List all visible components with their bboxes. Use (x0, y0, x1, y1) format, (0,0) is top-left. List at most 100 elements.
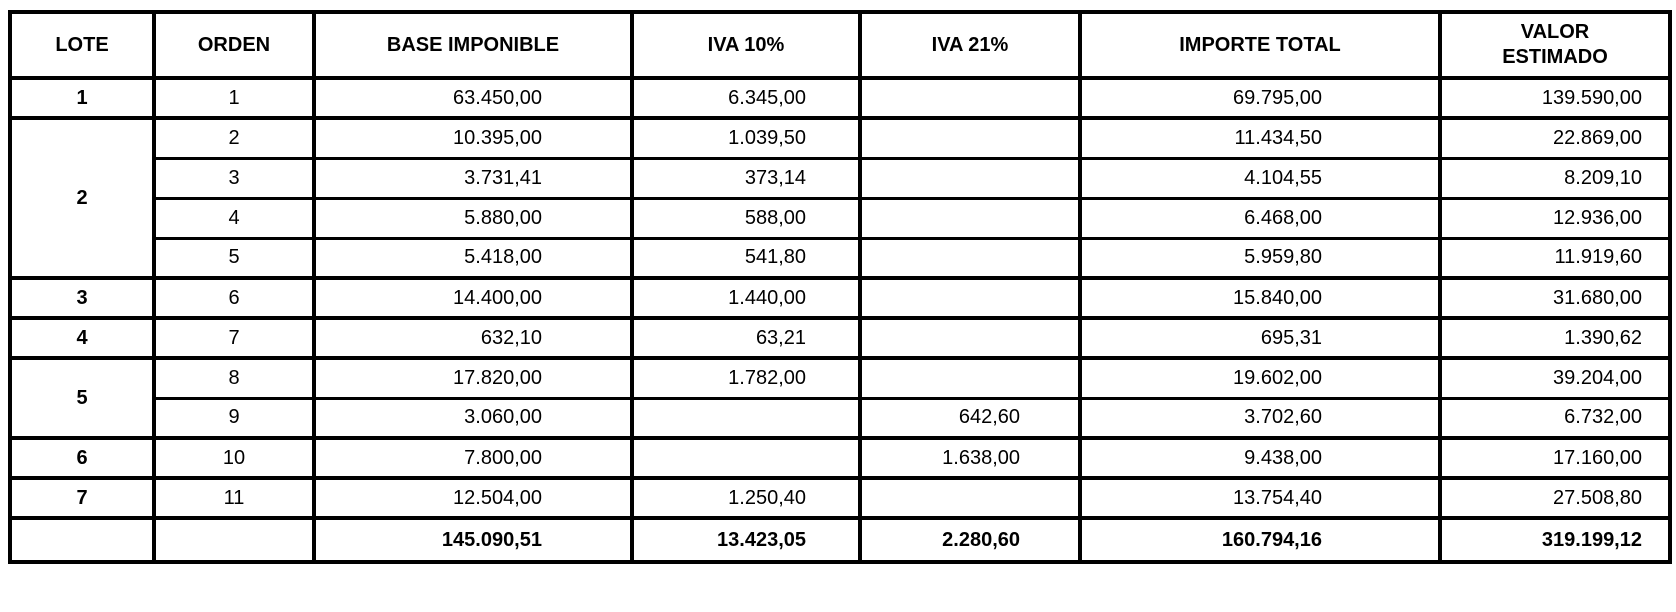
table-row: 7 11 12.504,00 1.250,40 13.754,40 27.508… (8, 476, 1672, 520)
cell-valor-estimado: 1.390,62 (1438, 316, 1672, 360)
cell-base-imponible: 63.450,00 (312, 76, 634, 120)
cell-iva-21 (858, 156, 1082, 200)
cell-valor-estimado: 22.869,00 (1438, 116, 1672, 160)
totals-cell-lote (8, 516, 156, 564)
cell-valor-estimado: 17.160,00 (1438, 436, 1672, 480)
cell-iva-10: 1.440,00 (630, 276, 862, 320)
header-row: LOTE ORDEN BASE IMPONIBLE IVA 10% IVA 21… (8, 10, 1672, 80)
cell-base-imponible: 14.400,00 (312, 276, 634, 320)
cell-iva-10: 1.250,40 (630, 476, 862, 520)
header-orden: ORDEN (152, 10, 316, 80)
cell-iva-21 (858, 356, 1082, 400)
cell-importe-total: 9.438,00 (1078, 436, 1442, 480)
header-valor-estimado: VALOR ESTIMADO (1438, 10, 1672, 80)
cell-iva-21 (858, 476, 1082, 520)
totals-cell-valor-estimado: 319.199,12 (1438, 516, 1672, 564)
cell-iva-10 (630, 436, 862, 480)
cell-iva-10: 541,80 (630, 236, 862, 280)
cell-base-imponible: 5.880,00 (312, 196, 634, 240)
cell-iva-10 (630, 396, 862, 440)
cell-lote: 4 (8, 316, 156, 360)
table-row: 4 7 632,10 63,21 695,31 1.390,62 (8, 316, 1672, 360)
table-body: 1 1 63.450,00 6.345,00 69.795,00 139.590… (8, 76, 1672, 564)
cell-lote: 5 (8, 356, 156, 440)
cell-orden: 9 (152, 396, 316, 440)
table-row: 5 5.418,00 541,80 5.959,80 11.919,60 (10, 236, 1672, 280)
cell-iva-10: 1.782,00 (630, 356, 862, 400)
cell-iva-10: 1.039,50 (630, 116, 862, 160)
cell-iva-21: 1.638,00 (858, 436, 1082, 480)
cell-valor-estimado: 8.209,10 (1438, 156, 1672, 200)
totals-cell-iva-21: 2.280,60 (858, 516, 1082, 564)
table-row: 2 2 10.395,00 1.039,50 11.434,50 22.869,… (8, 116, 1672, 280)
cell-valor-estimado: 27.508,80 (1438, 476, 1672, 520)
cell-importe-total: 11.434,50 (1078, 116, 1442, 160)
cell-importe-total: 15.840,00 (1078, 276, 1442, 320)
cell-valor-estimado: 11.919,60 (1438, 236, 1672, 280)
cell-base-imponible: 3.731,41 (312, 156, 634, 200)
totals-cell-base-imponible: 145.090,51 (312, 516, 634, 564)
table-row: 4 5.880,00 588,00 6.468,00 12.936,00 (10, 196, 1672, 240)
cell-base-imponible: 3.060,00 (312, 396, 634, 440)
table-header: LOTE ORDEN BASE IMPONIBLE IVA 10% IVA 21… (8, 10, 1672, 80)
cell-orden: 10 (152, 436, 316, 480)
cell-lote: 3 (8, 276, 156, 320)
cell-importe-total: 19.602,00 (1078, 356, 1442, 400)
cell-lote: 1 (8, 76, 156, 120)
table-row: 3 3.731,41 373,14 4.104,55 8.209,10 (10, 156, 1672, 200)
cell-iva-10: 373,14 (630, 156, 862, 200)
header-valor-estimado-label: VALOR ESTIMADO (1502, 21, 1608, 68)
cell-importe-total: 13.754,40 (1078, 476, 1442, 520)
totals-cell-importe-total: 160.794,16 (1078, 516, 1442, 564)
cell-iva-21 (858, 236, 1082, 280)
header-importe-total: IMPORTE TOTAL (1078, 10, 1442, 80)
cell-orden: 11 (152, 476, 316, 520)
cell-iva-21 (858, 116, 1082, 160)
cell-lote: 6 (8, 436, 156, 480)
cell-iva-21 (858, 196, 1082, 240)
cell-orden: 5 (152, 236, 316, 280)
cell-importe-total: 6.468,00 (1078, 196, 1442, 240)
table-row: 1 1 63.450,00 6.345,00 69.795,00 139.590… (8, 76, 1672, 120)
cell-valor-estimado: 6.732,00 (1438, 396, 1672, 440)
cell-orden: 1 (152, 76, 316, 120)
cell-iva-21 (858, 276, 1082, 320)
header-iva-21: IVA 21% (858, 10, 1082, 80)
cell-orden: 2 (152, 116, 316, 160)
cell-valor-estimado: 139.590,00 (1438, 76, 1672, 120)
lotes-importes-table: LOTE ORDEN BASE IMPONIBLE IVA 10% IVA 21… (8, 10, 1672, 564)
cell-importe-total: 5.959,80 (1078, 236, 1442, 280)
cell-importe-total: 695,31 (1078, 316, 1442, 360)
cell-iva-21: 642,60 (858, 396, 1082, 440)
header-base-imponible: BASE IMPONIBLE (312, 10, 634, 80)
cell-orden: 7 (152, 316, 316, 360)
table-row: 9 3.060,00 642,60 3.702,60 6.732,00 (10, 396, 1672, 440)
header-lote: LOTE (8, 10, 156, 80)
table-row: 3 6 14.400,00 1.440,00 15.840,00 31.680,… (8, 276, 1672, 320)
cell-base-imponible: 7.800,00 (312, 436, 634, 480)
cell-base-imponible: 632,10 (312, 316, 634, 360)
cell-iva-10: 63,21 (630, 316, 862, 360)
cell-importe-total: 3.702,60 (1078, 396, 1442, 440)
cell-iva-21 (858, 76, 1082, 120)
cell-lote: 7 (8, 476, 156, 520)
cell-orden: 6 (152, 276, 316, 320)
cell-orden: 8 (152, 356, 316, 400)
totals-cell-orden (152, 516, 316, 564)
totals-row: 145.090,51 13.423,05 2.280,60 160.794,16… (8, 516, 1672, 564)
cell-valor-estimado: 12.936,00 (1438, 196, 1672, 240)
cell-base-imponible: 10.395,00 (312, 116, 634, 160)
cell-iva-21 (858, 316, 1082, 360)
cell-orden: 3 (152, 156, 316, 200)
cell-importe-total: 4.104,55 (1078, 156, 1442, 200)
header-iva-10: IVA 10% (630, 10, 862, 80)
totals-cell-iva-10: 13.423,05 (630, 516, 862, 564)
cell-base-imponible: 5.418,00 (312, 236, 634, 280)
cell-base-imponible: 17.820,00 (312, 356, 634, 400)
cell-iva-10: 588,00 (630, 196, 862, 240)
cell-importe-total: 69.795,00 (1078, 76, 1442, 120)
cell-valor-estimado: 31.680,00 (1438, 276, 1672, 320)
table-row: 6 10 7.800,00 1.638,00 9.438,00 17.160,0… (8, 436, 1672, 480)
cell-orden: 4 (152, 196, 316, 240)
